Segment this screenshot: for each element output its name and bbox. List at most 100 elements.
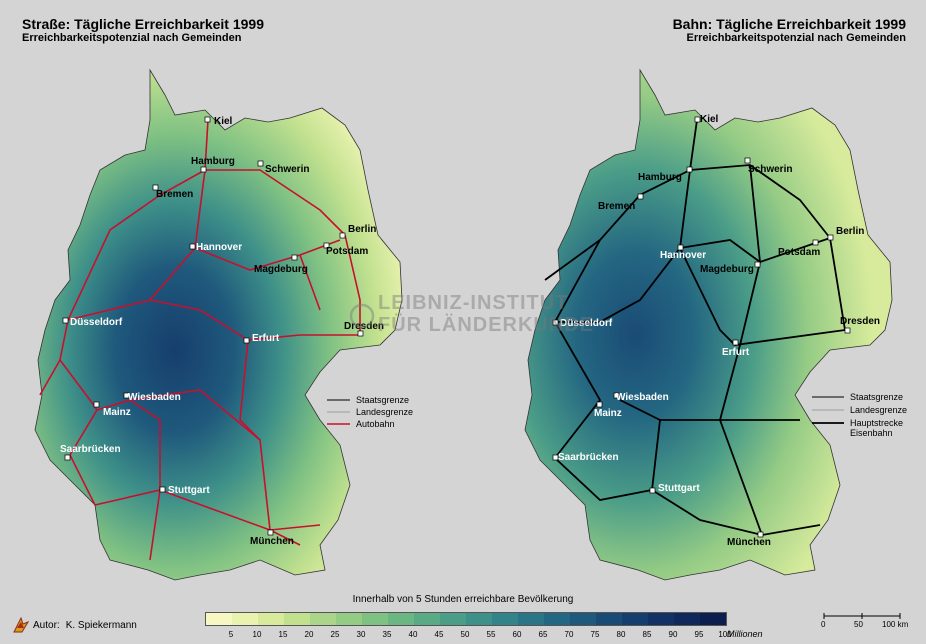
left-legend-autobahn: Autobahn xyxy=(356,419,395,429)
right-label-berlin: Berlin xyxy=(836,226,864,237)
color-swatch xyxy=(388,613,414,625)
right-country-area xyxy=(524,68,893,581)
left-label-kiel: Kiel xyxy=(214,116,233,127)
color-scale-tick: 10 xyxy=(252,630,262,639)
color-swatch xyxy=(414,613,440,625)
color-scale-tick: 65 xyxy=(538,630,548,639)
right-label-mainz: Mainz xyxy=(594,408,622,419)
left-label-bremen: Bremen xyxy=(156,189,193,200)
color-scale-tick: 75 xyxy=(590,630,600,639)
right-label-magdeburg: Magdeburg xyxy=(700,264,754,275)
watermark-line-1: LEIBNIZ-INSTITUT xyxy=(378,292,569,314)
color-swatch xyxy=(466,613,492,625)
right-label-schwerin: Schwerin xyxy=(748,164,792,175)
color-swatch xyxy=(544,613,570,625)
color-swatch xyxy=(284,613,310,625)
right-germany-map xyxy=(524,68,893,581)
color-scale-tick: 20 xyxy=(304,630,314,639)
right-label-saarbruecken: Saarbrücken xyxy=(558,452,619,463)
author-label: Autor: xyxy=(33,620,60,631)
right-label-bremen: Bremen xyxy=(598,201,635,212)
right-label-muenchen: München xyxy=(727,537,771,548)
right-city-labels: Kiel Hamburg Schwerin Bremen Berlin Pots… xyxy=(558,114,880,548)
right-label-dresden: Dresden xyxy=(840,316,880,327)
color-swatch xyxy=(258,613,284,625)
left-label-mainz: Mainz xyxy=(103,407,131,418)
color-scale-tick: 55 xyxy=(486,630,496,639)
right-legend-landesgrenze: Landesgrenze xyxy=(850,405,907,415)
scale-label-0: 0 xyxy=(821,620,826,629)
watermark-line-2: FÜR LÄNDERKUNDE xyxy=(378,314,595,336)
left-map-title: Straße: Tägliche Erreichbarkeit 1999 xyxy=(22,16,264,32)
left-label-duesseldorf: Düsseldorf xyxy=(70,317,123,328)
left-label-magdeburg: Magdeburg xyxy=(254,264,308,275)
left-label-hannover: Hannover xyxy=(196,242,242,253)
left-label-dresden: Dresden xyxy=(344,321,384,332)
right-map-title: Bahn: Tägliche Erreichbarkeit 1999 xyxy=(672,16,906,32)
color-scale-bar xyxy=(205,612,727,626)
color-swatch xyxy=(440,613,466,625)
color-scale-tick: 40 xyxy=(408,630,418,639)
right-label-wiesbaden: Wiesbaden xyxy=(616,392,669,403)
left-label-potsdam: Potsdam xyxy=(326,246,368,257)
color-scale-tick: 45 xyxy=(434,630,444,639)
watermark-circle xyxy=(349,303,375,329)
right-legend-hauptstrecke: Hauptstrecke xyxy=(850,418,903,428)
color-swatch xyxy=(232,613,258,625)
left-label-wiesbaden: Wiesbaden xyxy=(128,392,181,403)
left-label-muenchen: München xyxy=(250,536,294,547)
right-legend: Staatsgrenze Landesgrenze Hauptstrecke E… xyxy=(812,392,907,438)
color-swatch xyxy=(336,613,362,625)
right-label-hannover: Hannover xyxy=(660,250,706,261)
color-swatch xyxy=(622,613,648,625)
left-country-area xyxy=(34,68,403,581)
scale-units: Millionen xyxy=(727,629,763,639)
left-legend: Staatsgrenze Landesgrenze Autobahn xyxy=(327,395,413,429)
color-scale-tick: 90 xyxy=(668,630,678,639)
right-label-kiel: Kiel xyxy=(700,114,719,125)
watermark: LEIBNIZ-INSTITUT FÜR LÄNDERKUNDE xyxy=(348,292,594,336)
color-swatch xyxy=(648,613,674,625)
color-scale-tick: 60 xyxy=(512,630,522,639)
color-scale-tick: 95 xyxy=(694,630,704,639)
color-scale-tick: 100 xyxy=(718,630,732,639)
color-scale-tick: 15 xyxy=(278,630,288,639)
left-label-saarbruecken: Saarbrücken xyxy=(60,444,121,455)
right-map-subtitle: Erreichbarkeitspotenzial nach Gemeinden xyxy=(686,32,906,44)
color-scale-tick: 85 xyxy=(642,630,652,639)
scale-caption: Innerhalb von 5 Stunden erreichbare Bevö… xyxy=(352,594,574,605)
color-scale-tick: 25 xyxy=(330,630,340,639)
right-legend-eisenbahn: Eisenbahn xyxy=(850,428,893,438)
color-scale-tick: 35 xyxy=(382,630,392,639)
author-credit: Autor: K. Spiekermann xyxy=(33,620,137,631)
color-swatch xyxy=(518,613,544,625)
left-label-erfurt: Erfurt xyxy=(252,333,280,344)
right-city-markers xyxy=(552,116,851,538)
color-scale-tick: 30 xyxy=(356,630,366,639)
left-label-schwerin: Schwerin xyxy=(265,164,309,175)
left-germany-map xyxy=(34,68,403,581)
color-swatch xyxy=(596,613,622,625)
color-swatch xyxy=(492,613,518,625)
left-legend-staatsgrenze: Staatsgrenze xyxy=(356,395,409,405)
color-scale-tick: 70 xyxy=(564,630,574,639)
right-label-potsdam: Potsdam xyxy=(778,247,820,258)
right-legend-staatsgrenze: Staatsgrenze xyxy=(850,392,903,402)
ifl-logo-icon xyxy=(13,616,30,633)
author-name: K. Spiekermann xyxy=(65,620,137,631)
scale-label-100: 100 km xyxy=(882,620,909,629)
left-city-markers xyxy=(62,116,364,536)
left-map-subtitle: Erreichbarkeitspotenzial nach Gemeinden xyxy=(22,32,242,44)
color-swatch xyxy=(362,613,388,625)
distance-scale-bar xyxy=(823,613,901,619)
left-label-stuttgart: Stuttgart xyxy=(168,485,210,496)
right-label-erfurt: Erfurt xyxy=(722,347,750,358)
color-swatch xyxy=(674,613,700,625)
color-swatch xyxy=(570,613,596,625)
right-label-duesseldorf: Düsseldorf xyxy=(560,318,613,329)
color-scale-tick: 5 xyxy=(228,630,234,639)
left-label-hamburg: Hamburg xyxy=(191,156,235,167)
color-scale-tick: 50 xyxy=(460,630,470,639)
left-legend-landesgrenze: Landesgrenze xyxy=(356,407,413,417)
